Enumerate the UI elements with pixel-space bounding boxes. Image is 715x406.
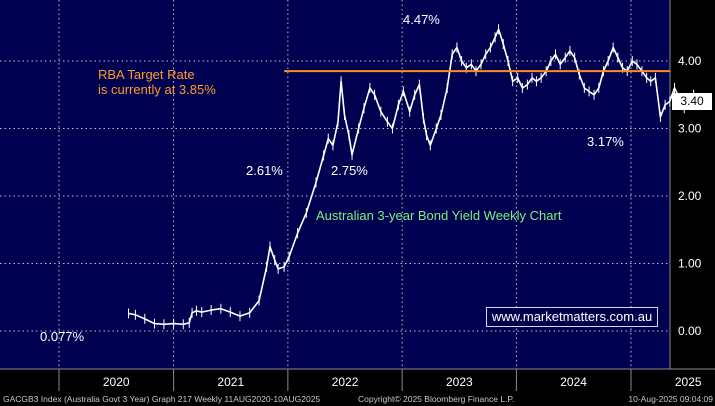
y-tick-label: 0.00 bbox=[678, 324, 702, 338]
footer-timestamp: 10-Aug-2025 09:04:09 bbox=[628, 394, 713, 404]
y-tick-label: 2.00 bbox=[678, 189, 702, 203]
website-label: www.marketmatters.com.au bbox=[486, 307, 658, 327]
y-tick-label: 1.00 bbox=[678, 257, 702, 271]
annotation-low-2022: 2.61% bbox=[246, 163, 283, 178]
x-tick-label: 2021 bbox=[217, 375, 244, 389]
annotation-high-2023: 4.47% bbox=[403, 12, 440, 27]
y-tick-label: 4.00 bbox=[678, 54, 702, 68]
rba-annotation-line1: RBA Target Rate bbox=[98, 67, 195, 82]
footer-bar: GACGB3 Index (Australia Govt 3 Year) Gra… bbox=[0, 392, 715, 406]
footer-copyright: Copyright© 2025 Bloomberg Finance L.P. bbox=[358, 394, 515, 404]
x-tick-label: 2022 bbox=[332, 375, 359, 389]
annotation-low-2023: 2.75% bbox=[331, 163, 368, 178]
footer-security-info: GACGB3 Index (Australia Govt 3 Year) Gra… bbox=[3, 394, 321, 404]
x-tick-label: 2024 bbox=[560, 375, 587, 389]
x-tick-label: 2020 bbox=[103, 375, 130, 389]
x-tick-label: 2025 bbox=[675, 375, 702, 389]
last-value-badge: 3.40 bbox=[672, 93, 712, 110]
chart-title: Australian 3-year Bond Yield Weekly Char… bbox=[316, 208, 562, 223]
y-tick-label: 3.00 bbox=[678, 122, 702, 136]
rba-target-annotation: RBA Target Rate is currently at 3.85% bbox=[98, 67, 216, 97]
rba-annotation-line2: is currently at 3.85% bbox=[98, 82, 216, 97]
annotation-low-2025: 3.17% bbox=[587, 134, 624, 149]
x-tick-label: 2023 bbox=[446, 375, 473, 389]
annotation-low-2020: 0.077% bbox=[40, 329, 85, 344]
